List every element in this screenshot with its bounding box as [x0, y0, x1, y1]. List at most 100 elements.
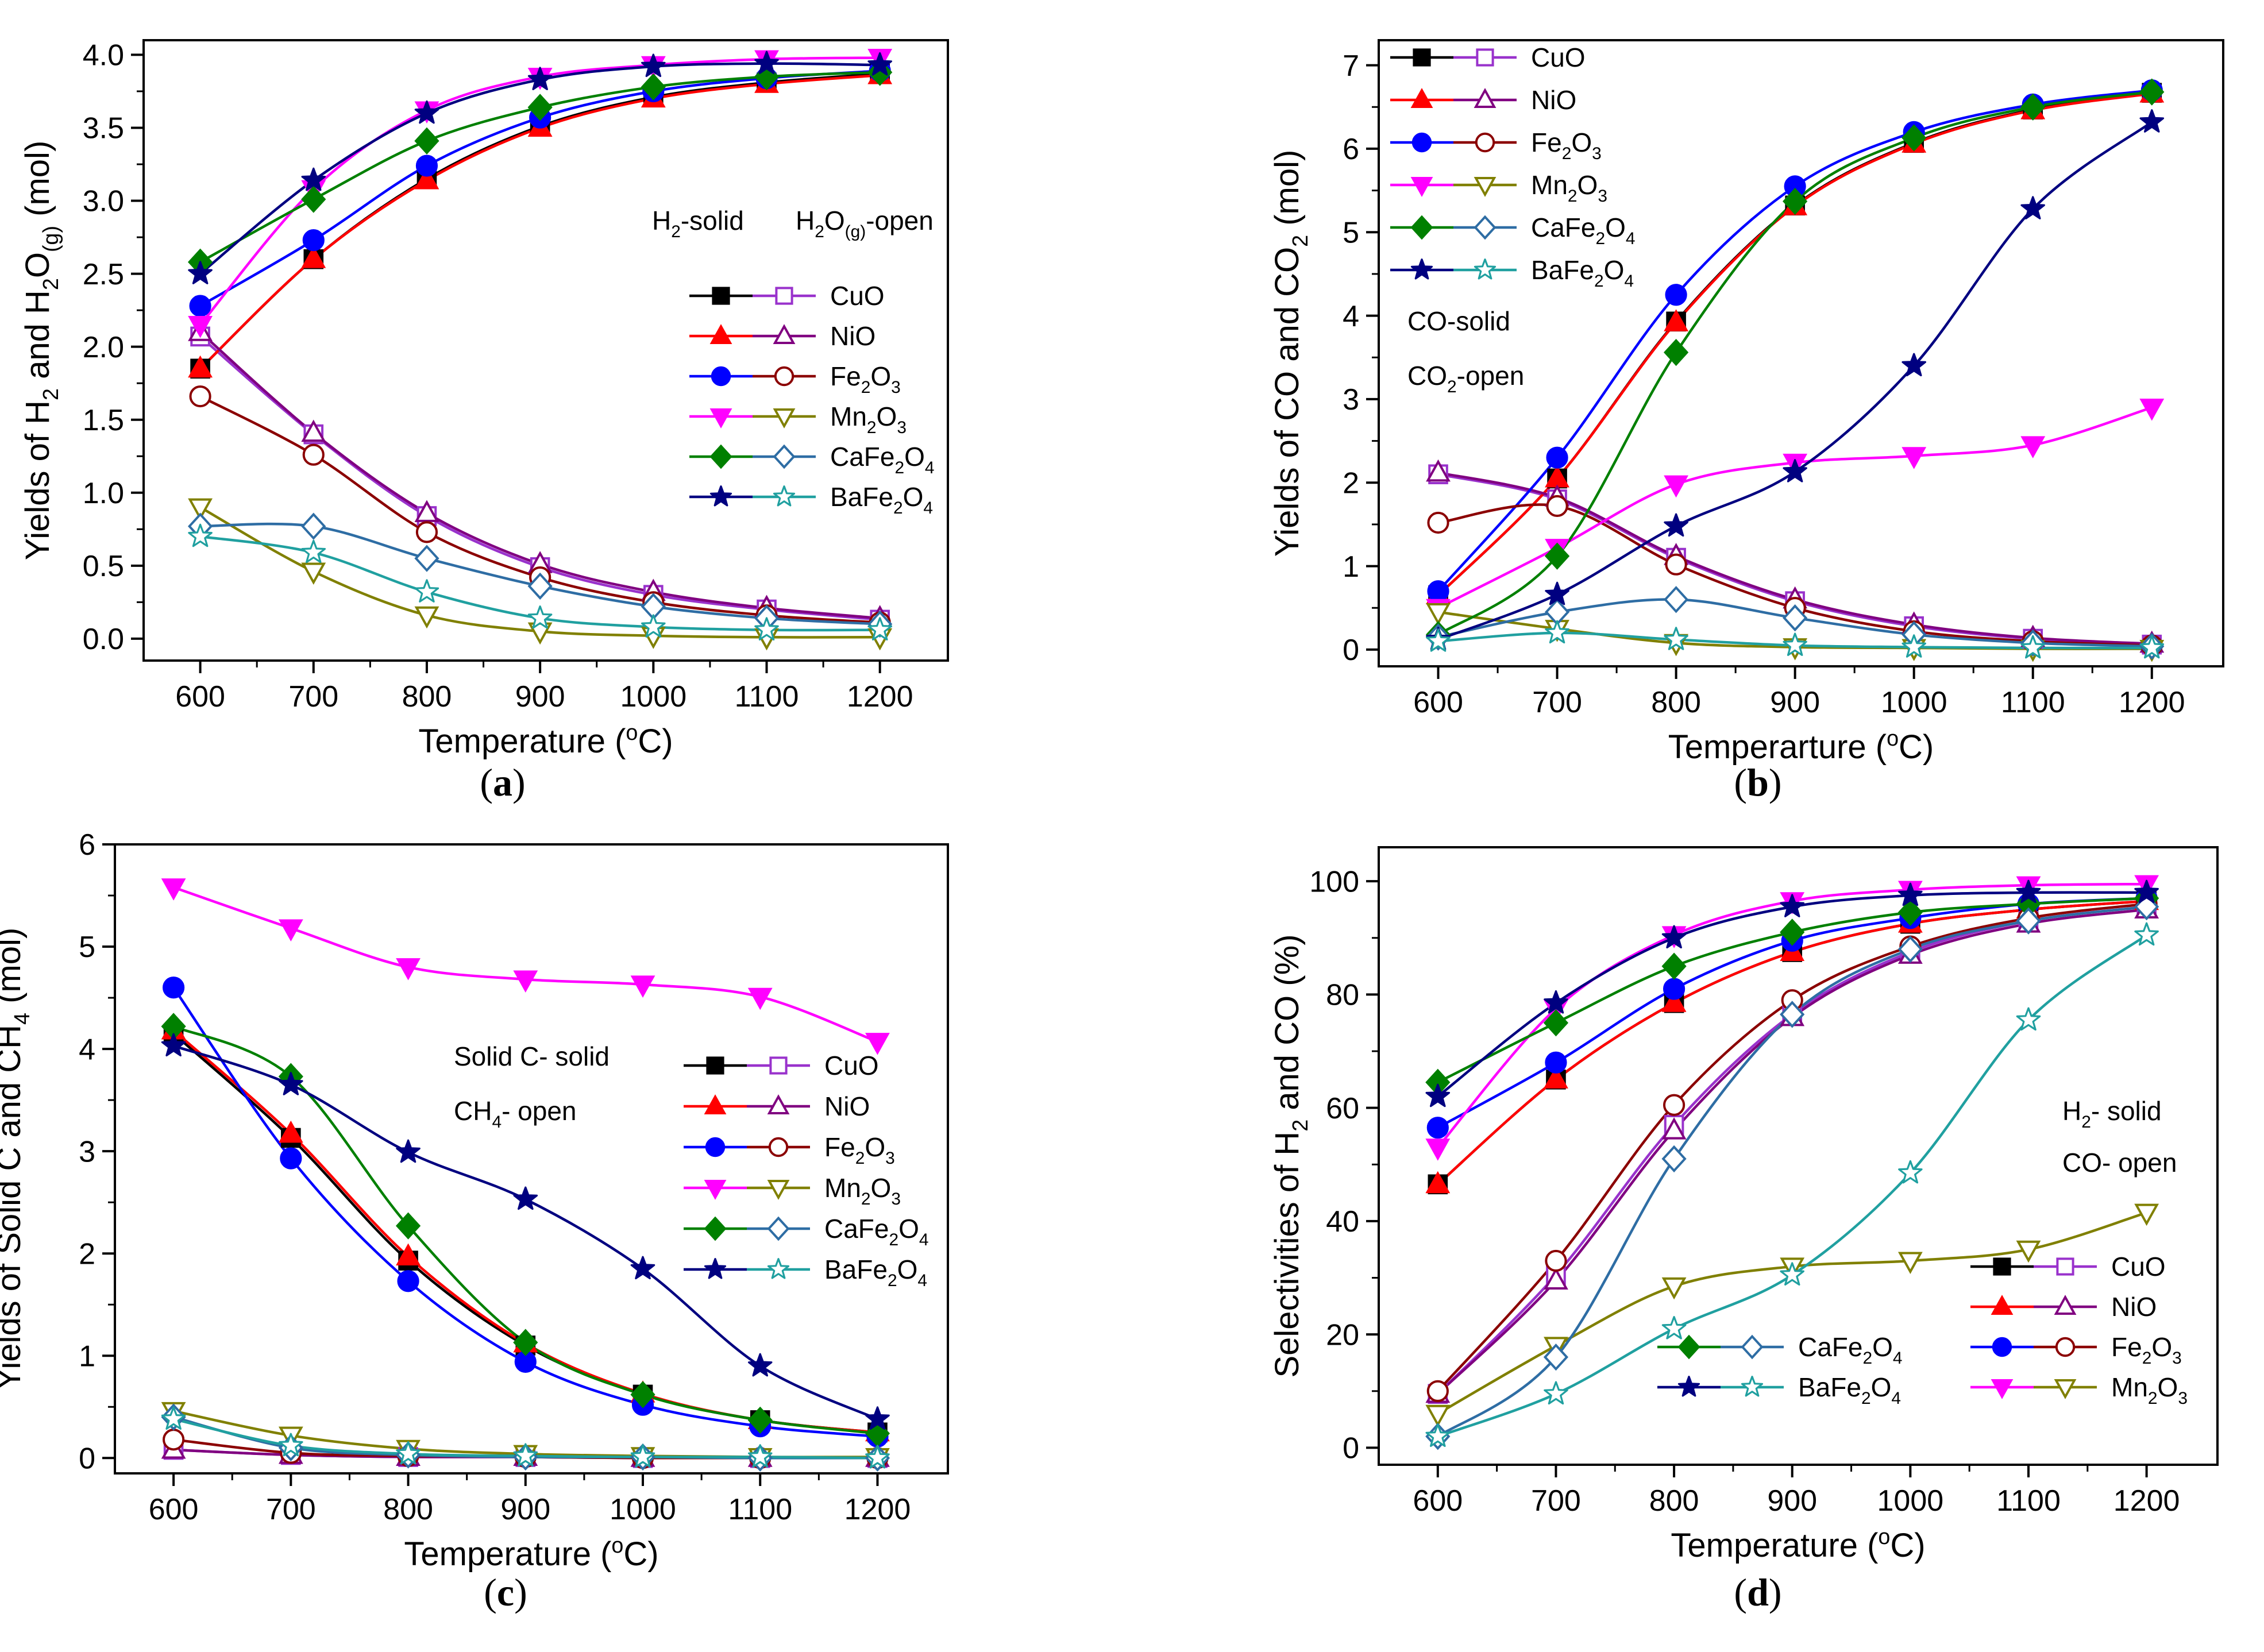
y-axis-label: Yields of Solid C and CH4 (mol) — [0, 928, 34, 1390]
legend-marker-cuo-solid — [706, 1056, 724, 1075]
data-point-bafe2o4-open — [747, 1444, 773, 1468]
legend-marker-nio-solid — [1410, 88, 1433, 108]
x-tick-label: 1000 — [610, 1493, 676, 1526]
data-point-bafe2o4-solid — [527, 67, 553, 90]
y-tick-label: 60 — [1326, 1092, 1359, 1125]
data-point-bafe2o4-solid — [865, 1406, 890, 1430]
legend-marker-fe2o3-open — [768, 1137, 789, 1157]
x-tick-label: 1100 — [735, 680, 799, 713]
legend-marker-cafe2o4-solid — [1410, 215, 1433, 240]
data-point-bafe2o4-solid — [1902, 353, 1926, 377]
legend-marker-cafe2o4-open — [773, 444, 796, 469]
y-tick-label: 7 — [1343, 49, 1359, 83]
data-point-fe2o3-open — [1426, 1380, 1449, 1402]
legend-label-nio: NiO — [1531, 85, 1576, 115]
data-point-bafe2o4-open — [630, 1444, 655, 1468]
legend-marker-bafe2o4-solid — [704, 1258, 727, 1279]
series-group — [1425, 78, 2165, 662]
y-tick-label: 1 — [1343, 550, 1359, 584]
data-point-fe2o3-open — [163, 1429, 185, 1451]
x-tick-label: 1000 — [620, 680, 686, 713]
x-tick-label: 700 — [1532, 686, 1582, 719]
data-point-mn2o3-open — [188, 498, 213, 521]
x-tick-label: 700 — [288, 680, 338, 713]
x-tick-label: 1000 — [1881, 686, 1947, 719]
legend-marker-cuo-solid — [1413, 48, 1431, 67]
data-point-bafe2o4-open — [2139, 635, 2165, 659]
data-point-bafe2o4-solid — [641, 53, 666, 78]
data-point-nio-solid — [1664, 309, 1689, 331]
data-point-bafe2o4-open — [2020, 635, 2045, 659]
legend-label-cafe2o4: CaFe2O4 — [830, 442, 935, 477]
legend-label-fe2o3: Fe2O3 — [1531, 128, 1602, 163]
data-point-fe2o3-solid — [1545, 1051, 1567, 1074]
data-point-bafe2o4-open — [865, 1445, 890, 1469]
data-point-mn2o3-open — [2134, 1203, 2159, 1226]
data-point-fe2o3-open — [302, 443, 325, 466]
data-point-nio-open — [301, 419, 326, 442]
legend-marker-cuo-open — [775, 287, 793, 305]
legend-marker-nio-open — [773, 324, 796, 344]
data-point-cafe2o4-solid — [2020, 93, 2046, 121]
data-point-bafe2o4-open — [1425, 1423, 1451, 1447]
data-point-nio-solid — [301, 246, 326, 268]
data-point-mn2o3-open — [1661, 1277, 1687, 1300]
data-point-bafe2o4-solid — [1898, 882, 1923, 906]
data-point-bafe2o4-open — [1664, 627, 1688, 650]
legend: H2- solid CO- open CuO NiO Fe2O3 Mn2O3 CaFe2O4… — [1657, 1096, 2188, 1408]
data-point-cafe2o4-solid — [630, 1381, 655, 1408]
data-point-bafe2o4-solid — [2134, 879, 2159, 904]
legend-marker-cafe2o4-open — [767, 1216, 790, 1241]
legend-label-bafe2o4: BaFe2O4 — [824, 1255, 927, 1290]
legend-marker-fe2o3-open — [2055, 1337, 2076, 1357]
x-tick-label: 700 — [1531, 1484, 1581, 1518]
data-point-fe2o3-solid — [280, 1147, 302, 1169]
series-group — [1425, 875, 2159, 1450]
data-point-mn2o3-solid — [188, 316, 213, 338]
x-tick-label: 900 — [1770, 686, 1820, 719]
data-point-fe2o3-solid — [1665, 284, 1687, 306]
data-point-cafe2o4-solid — [301, 186, 326, 213]
legend-marker-bafe2o4-solid — [709, 485, 732, 507]
legend-header-solid: H2-solid — [652, 206, 744, 241]
legend-marker-bafe2o4-open — [1474, 258, 1497, 280]
legend-marker-cuo-open — [769, 1056, 788, 1075]
data-point-bafe2o4-solid — [513, 1186, 538, 1210]
y-axis-label: Yields of H2 and H2O(g) (mol) — [19, 141, 63, 561]
legend-marker-cafe2o4-solid — [704, 1216, 727, 1241]
legend-marker-nio-open — [2054, 1295, 2077, 1315]
legend-marker-mn2o3-solid — [709, 408, 732, 429]
data-point-bafe2o4-open — [1545, 620, 1569, 644]
data-point-bafe2o4-solid — [279, 1072, 303, 1095]
x-tick-label: 800 — [383, 1493, 433, 1526]
data-point-bafe2o4-open — [414, 579, 439, 603]
data-point-fe2o3-solid — [1426, 1117, 1449, 1139]
data-point-fe2o3-solid — [163, 976, 185, 999]
y-tick-label: 4 — [79, 1033, 95, 1066]
legend-label-mn2o3: Mn2O3 — [2111, 1372, 2188, 1408]
panel-label: (d) — [1734, 1570, 1781, 1614]
x-tick-label: 900 — [500, 1493, 550, 1526]
legend-label-cuo: CuO — [830, 281, 885, 311]
x-tick-label: 800 — [1649, 1484, 1699, 1518]
series-group — [161, 878, 890, 1472]
data-point-bafe2o4-open — [279, 1433, 303, 1457]
legend-marker-nio-open — [767, 1094, 790, 1114]
data-point-bafe2o4-solid — [1664, 513, 1688, 537]
x-tick-label: 800 — [402, 680, 452, 713]
series-group — [187, 48, 893, 651]
data-point-cafe2o4-open — [301, 512, 326, 540]
x-tick-label: 1100 — [1996, 1484, 2061, 1518]
data-point-cafe2o4-open — [414, 545, 439, 572]
data-point-cafe2o4-solid — [1544, 542, 1570, 570]
data-point-nio-open — [414, 500, 439, 522]
data-point-nio-solid — [1544, 1066, 1568, 1089]
data-point-fe2o3-solid — [1427, 580, 1449, 603]
data-point-bafe2o4-solid — [396, 1139, 421, 1163]
plot-frame — [1378, 846, 2219, 1466]
data-point-fe2o3-solid — [1663, 978, 1686, 1000]
data-point-nio-solid — [278, 1120, 303, 1143]
plot-frame — [1378, 39, 2224, 667]
data-point-cafe2o4-open — [1780, 1001, 1805, 1028]
legend-marker-mn2o3-solid — [704, 1180, 727, 1200]
